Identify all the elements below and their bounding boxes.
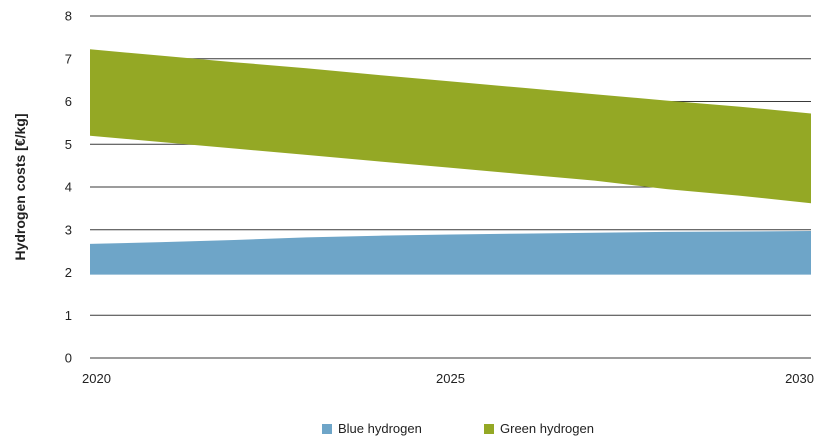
y-tick-label: 5	[65, 137, 72, 152]
legend-swatch	[322, 424, 332, 434]
y-tick-label: 4	[65, 180, 72, 195]
y-tick-label: 3	[65, 222, 72, 237]
y-tick-label: 2	[65, 265, 72, 280]
legend-label: Blue hydrogen	[338, 421, 422, 436]
y-tick-label: 7	[65, 51, 72, 66]
x-tick-label: 2030	[785, 371, 814, 386]
area-band-green-hydrogen	[90, 49, 811, 204]
y-axis-label: Hydrogen costs [€/kg]	[12, 113, 28, 260]
x-tick-label: 2020	[82, 371, 111, 386]
x-axis-ticks: 2020 2025 2030	[82, 371, 814, 386]
y-tick-label: 1	[65, 308, 72, 323]
y-axis-ticks: 0 1 2 3 4 5 6 7 8	[65, 9, 72, 366]
x-tick-label: 2025	[436, 371, 465, 386]
y-tick-label: 8	[65, 9, 72, 24]
area-series	[90, 49, 811, 275]
area-band-blue-hydrogen	[90, 231, 811, 275]
y-tick-label: 0	[65, 351, 72, 366]
legend-label: Green hydrogen	[500, 421, 594, 436]
legend-swatch	[484, 424, 494, 434]
legend: Blue hydrogen Green hydrogen	[322, 421, 594, 436]
y-tick-label: 6	[65, 94, 72, 109]
